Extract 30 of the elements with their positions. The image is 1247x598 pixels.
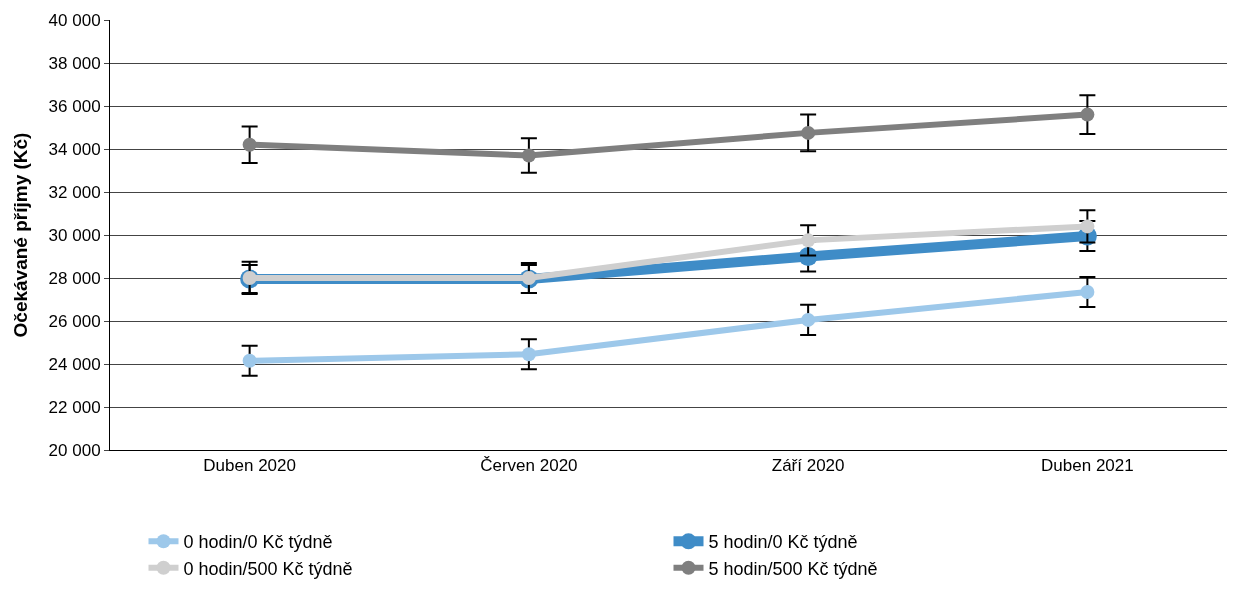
y-tick-label: 32 000 (48, 182, 101, 202)
point (242, 353, 257, 368)
point (521, 347, 536, 362)
y-tick-label: 38 000 (48, 53, 101, 73)
y-tick-label: 28 000 (48, 268, 101, 288)
y-tick-label: 26 000 (48, 311, 101, 331)
legend-label: 5 hodin/500 Kč týdně (708, 558, 878, 579)
y-axis-title: Očekávané příjmy (Kč) (10, 132, 32, 338)
y-tick-label: 30 000 (48, 225, 101, 245)
point (1080, 284, 1095, 299)
y-tick-label: 40 000 (48, 10, 101, 30)
y-tick-label: 22 000 (48, 397, 101, 417)
point (1080, 219, 1095, 234)
point (801, 125, 816, 140)
point (242, 137, 257, 152)
y-tick-label: 34 000 (48, 139, 101, 159)
legend-label: 0 hodin/500 Kč týdně (183, 558, 353, 579)
y-tick-label: 20 000 (48, 440, 101, 460)
legend-label: 0 hodin/0 Kč týdně (183, 532, 333, 553)
x-tick-label: Červen 2020 (480, 456, 578, 476)
x-tick-label: Září 2020 (771, 456, 845, 476)
legend-label: 5 hodin/0 Kč týdně (708, 532, 858, 553)
y-tick-label: 36 000 (48, 96, 101, 116)
x-tick-label: Duben 2021 (1041, 456, 1134, 476)
y-tick-label: 24 000 (48, 354, 101, 374)
point (801, 233, 816, 248)
point (521, 148, 536, 163)
x-tick-label: Duben 2020 (203, 456, 296, 476)
point (1080, 107, 1095, 122)
point (801, 312, 816, 327)
